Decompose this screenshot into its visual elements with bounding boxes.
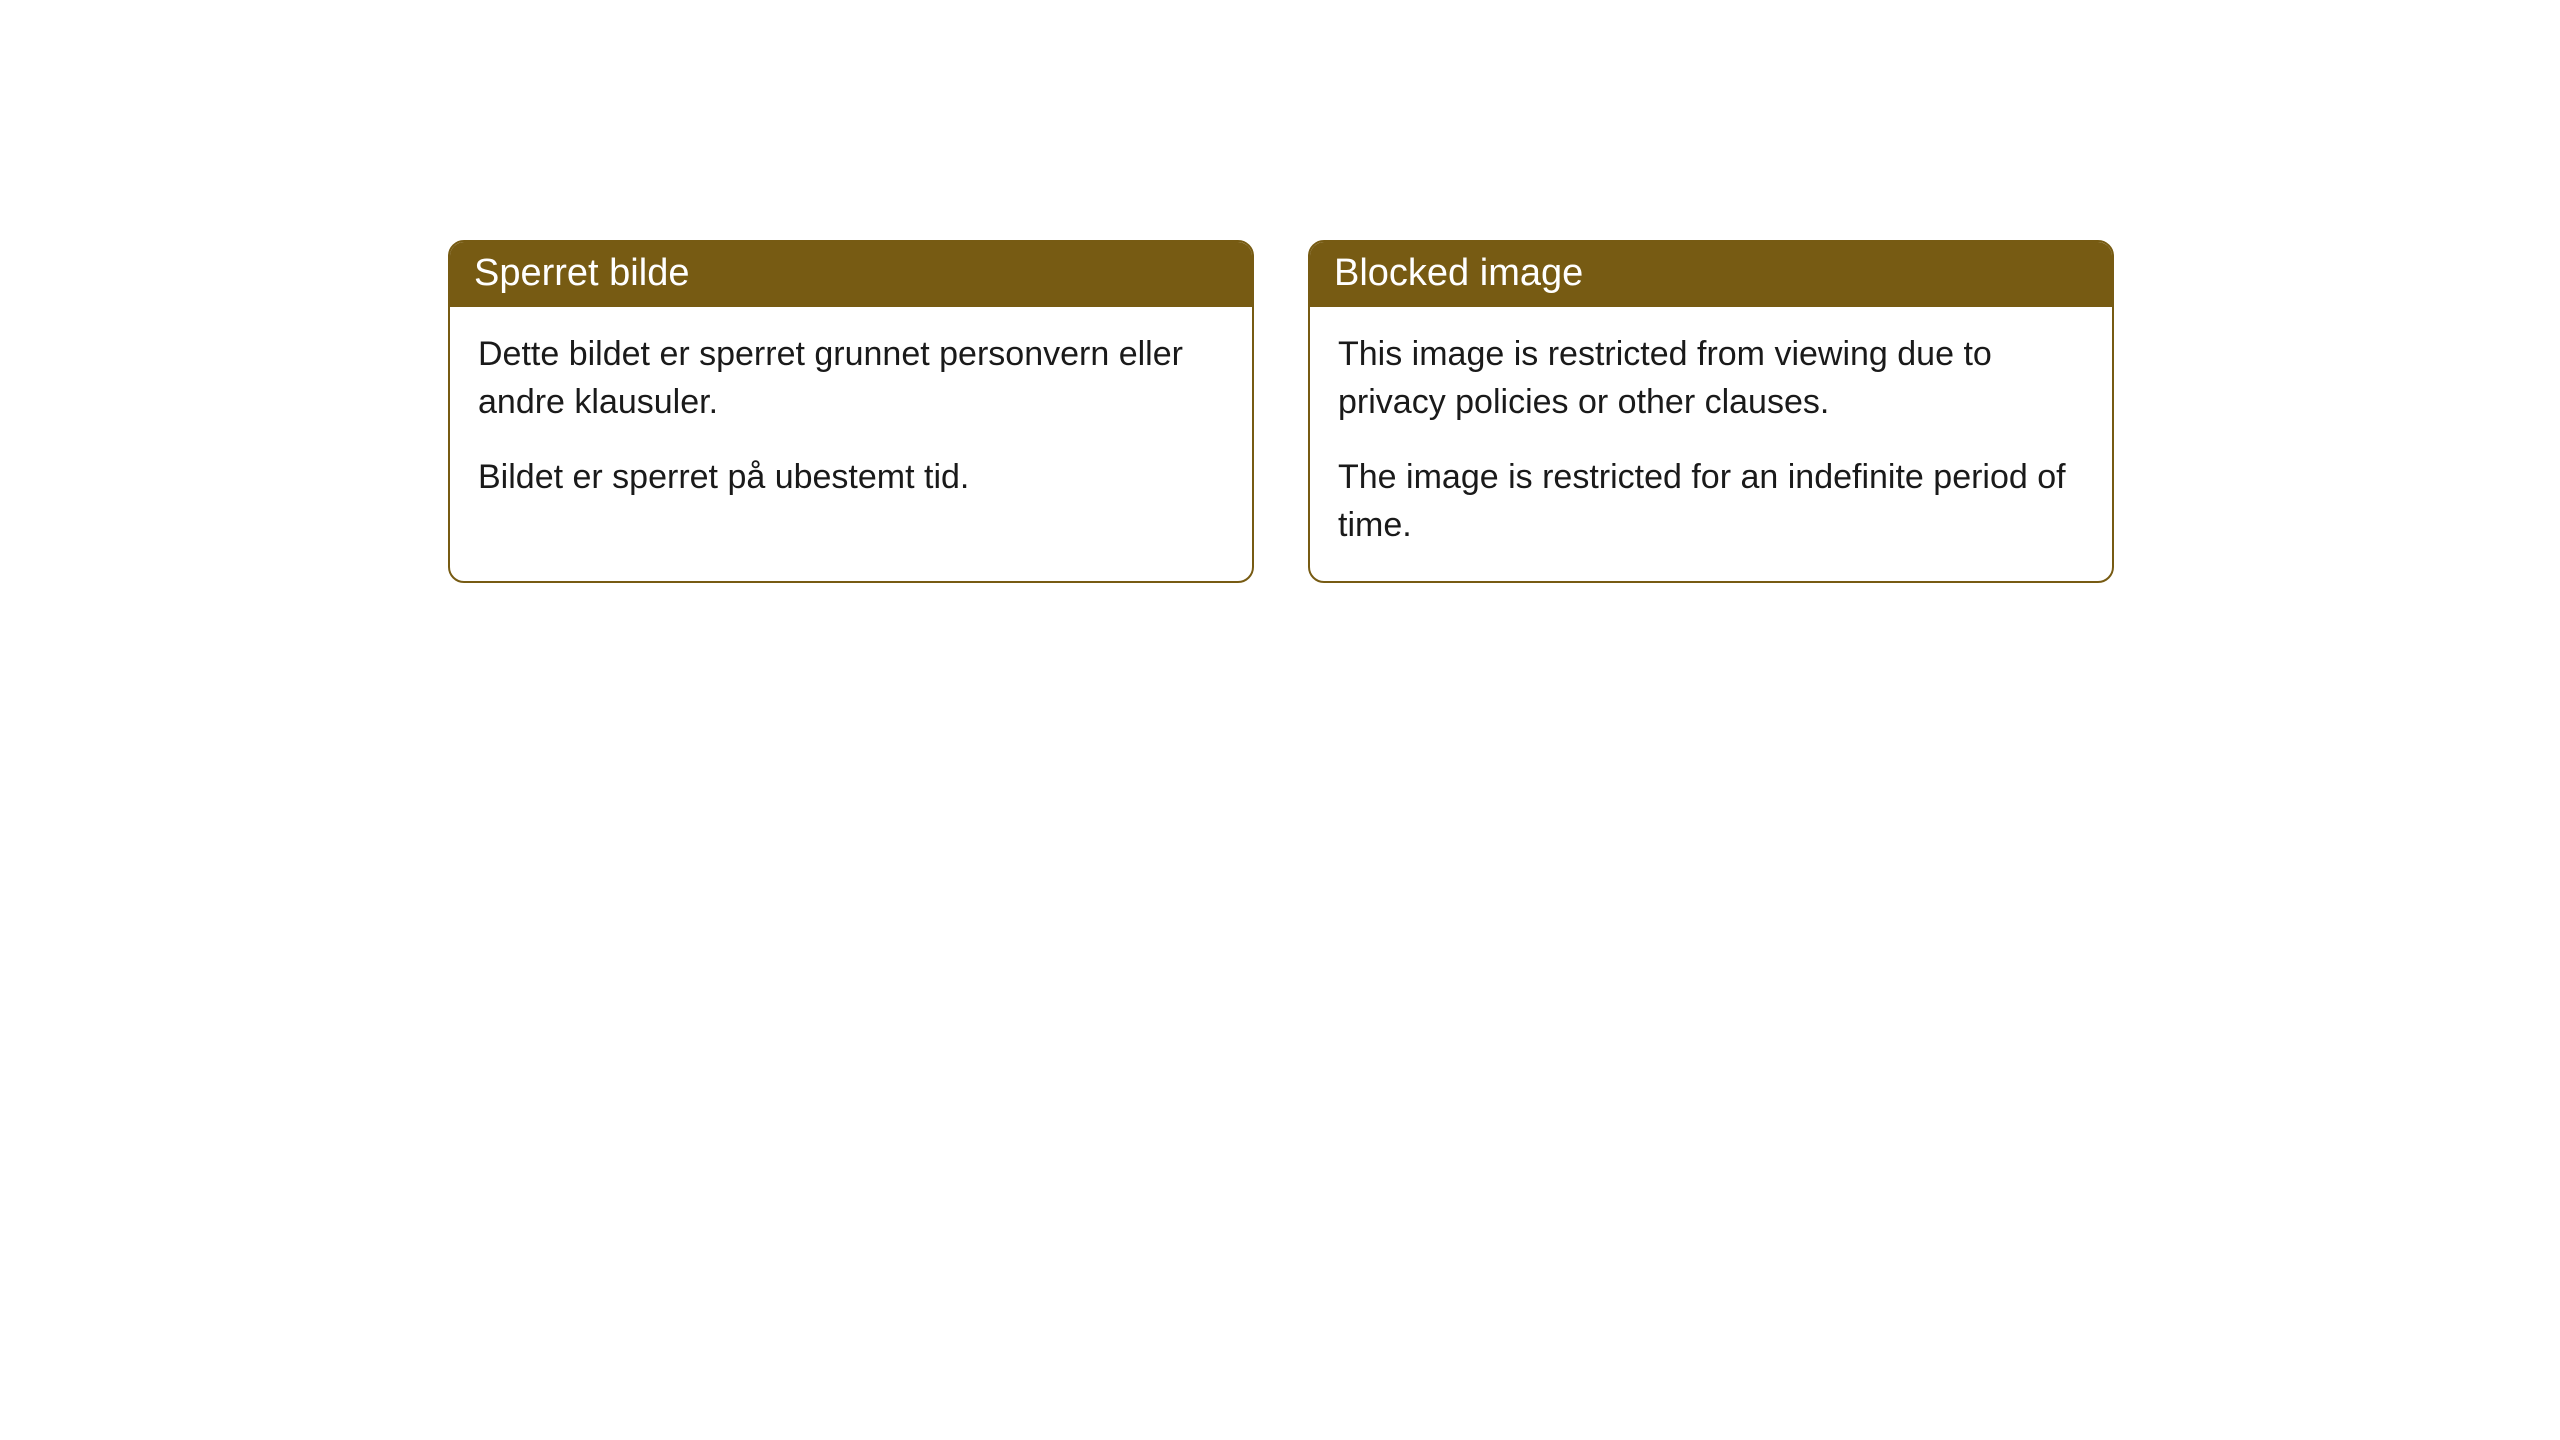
card-body: This image is restricted from viewing du… <box>1310 307 2112 581</box>
blocked-image-card-english: Blocked image This image is restricted f… <box>1308 240 2114 583</box>
card-body: Dette bildet er sperret grunnet personve… <box>450 307 1252 534</box>
card-paragraph: Bildet er sperret på ubestemt tid. <box>478 454 1224 502</box>
card-title: Sperret bilde <box>450 242 1252 307</box>
card-paragraph: The image is restricted for an indefinit… <box>1338 454 2084 549</box>
card-paragraph: Dette bildet er sperret grunnet personve… <box>478 331 1224 426</box>
card-paragraph: This image is restricted from viewing du… <box>1338 331 2084 426</box>
card-title: Blocked image <box>1310 242 2112 307</box>
blocked-image-card-norwegian: Sperret bilde Dette bildet er sperret gr… <box>448 240 1254 583</box>
cards-container: Sperret bilde Dette bildet er sperret gr… <box>0 0 2560 583</box>
